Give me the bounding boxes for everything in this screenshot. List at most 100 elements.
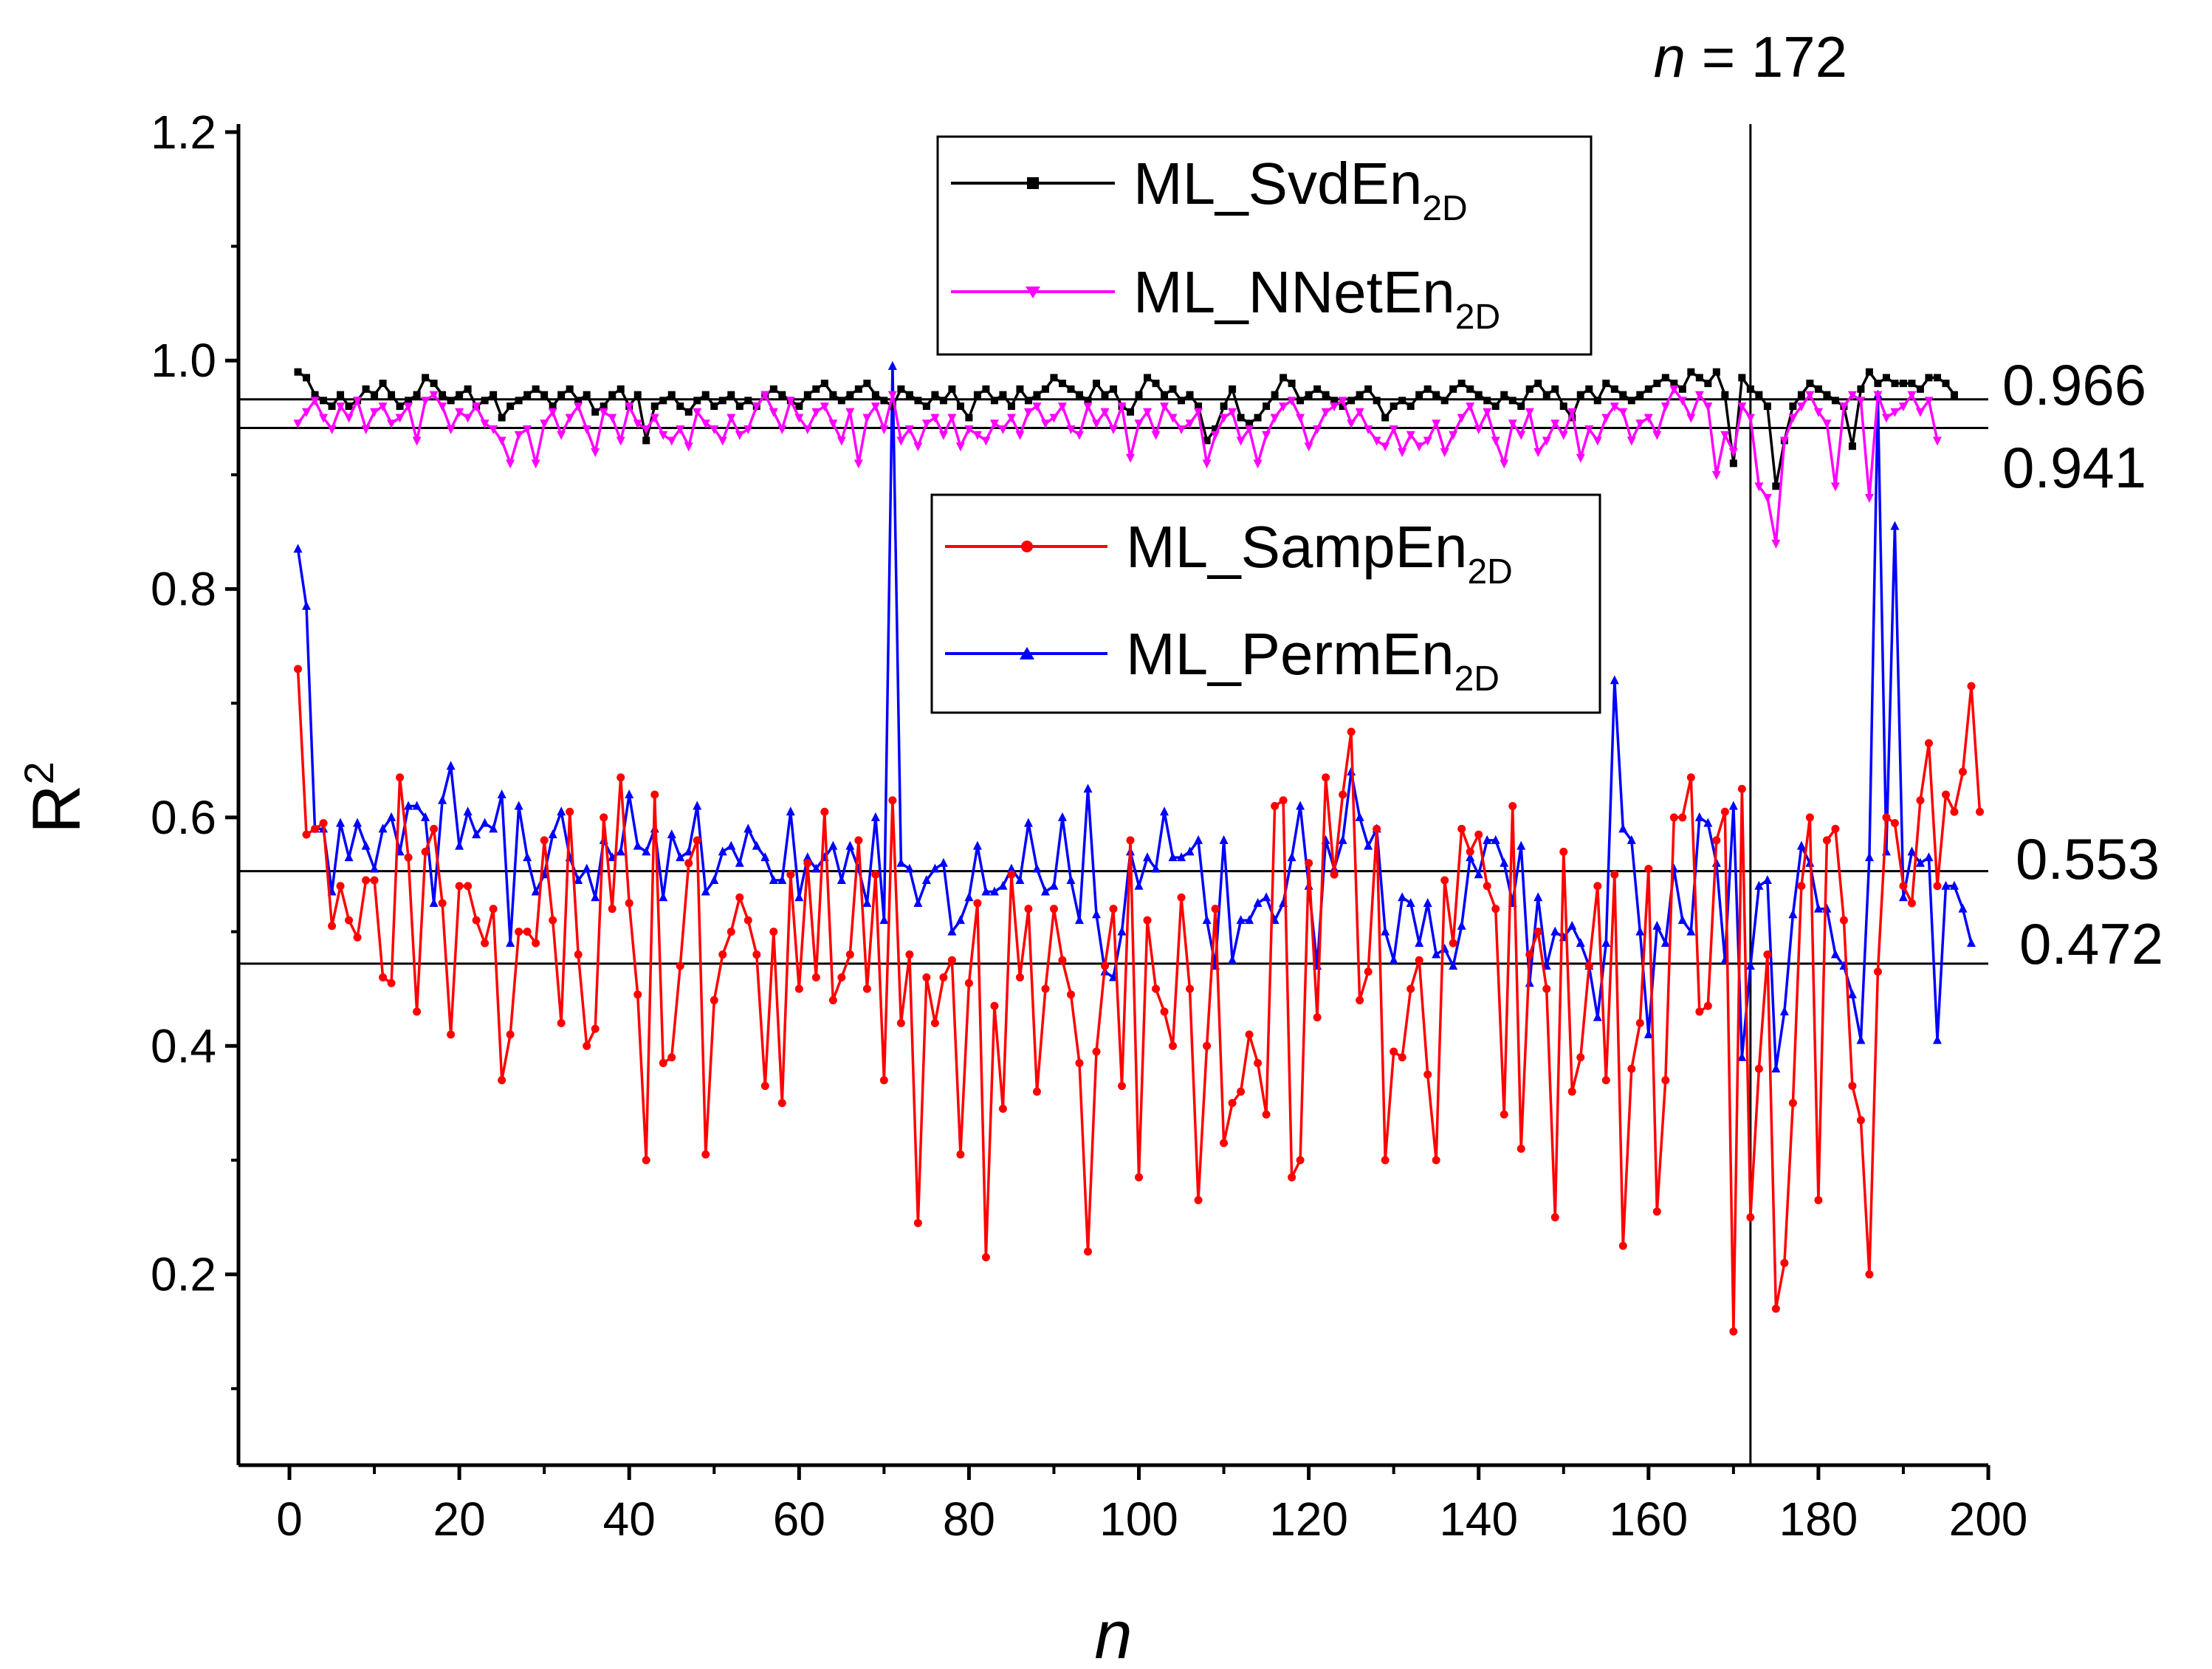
x-tick-label: 40: [603, 1492, 656, 1546]
data-point: [1916, 796, 1925, 805]
data-point: [1390, 1047, 1398, 1056]
data-point: [489, 823, 498, 833]
data-point: [1745, 961, 1755, 970]
data-point: [1924, 738, 1933, 747]
data-point: [1219, 414, 1229, 423]
data-point: [828, 840, 838, 850]
data-point: [1652, 1207, 1661, 1216]
data-point: [998, 1104, 1007, 1113]
data-point: [514, 431, 523, 440]
data-point: [1432, 949, 1441, 959]
data-point: [1074, 431, 1084, 440]
data-point: [1967, 682, 1976, 690]
data-point: [1712, 368, 1720, 376]
data-point: [718, 950, 727, 959]
data-point: [1703, 402, 1713, 412]
data-point: [820, 402, 829, 412]
data-point: [1270, 414, 1280, 423]
data-point: [1745, 414, 1755, 423]
data-point: [1738, 374, 1746, 382]
data-point: [837, 436, 846, 446]
data-point: [439, 391, 447, 399]
legend-entry-sampen[interactable]: ML_SampEn2D: [945, 514, 1513, 592]
data-point: [1814, 1196, 1823, 1204]
data-point: [1440, 448, 1449, 457]
data-point: [1432, 419, 1441, 429]
data-point: [710, 875, 719, 885]
data-point: [947, 414, 957, 423]
data-point: [574, 950, 583, 959]
data-point: [1423, 436, 1432, 446]
data-point: [956, 1150, 965, 1159]
data-point: [506, 402, 515, 411]
data-point: [1355, 812, 1364, 821]
data-point: [523, 852, 532, 862]
data-point: [1449, 961, 1458, 970]
data-point: [1033, 391, 1041, 399]
data-point: [582, 863, 591, 873]
data-point: [1618, 823, 1628, 833]
data-point: [1644, 865, 1653, 874]
data-point: [990, 1001, 999, 1010]
data-point: [1508, 397, 1517, 405]
data-point: [1015, 431, 1025, 440]
data-point: [880, 397, 888, 405]
data-point: [1677, 397, 1687, 406]
data-point: [820, 380, 828, 388]
data-point: [879, 1076, 888, 1085]
data-point: [955, 442, 965, 452]
y-tick-label: 0.8: [151, 563, 216, 616]
data-point: [1559, 402, 1567, 411]
data-point: [1161, 391, 1169, 399]
data-point: [1415, 391, 1423, 399]
data-point: [904, 863, 914, 873]
data-point: [1271, 801, 1280, 810]
data-point: [735, 893, 744, 902]
data-point: [472, 402, 481, 412]
x-tick-label: 160: [1609, 1492, 1688, 1546]
data-point: [1772, 482, 1780, 490]
data-point: [1007, 870, 1016, 879]
data-point: [1245, 1030, 1254, 1039]
data-point: [1296, 414, 1305, 423]
data-point: [1288, 1173, 1296, 1182]
legend-entry-nneten[interactable]: ML_NNetEn2D: [951, 259, 1500, 337]
data-point: [540, 391, 549, 399]
data-point: [1856, 1116, 1865, 1125]
data-point: [701, 1150, 710, 1159]
data-point: [1389, 425, 1398, 435]
data-point: [497, 789, 506, 798]
data-point: [1813, 408, 1823, 417]
data-point: [1728, 448, 1738, 457]
data-point: [1313, 425, 1322, 435]
data-point: [1245, 425, 1254, 435]
data-point: [1823, 391, 1831, 399]
data-point: [1228, 1099, 1237, 1108]
data-point: [1279, 402, 1288, 412]
x-tick-label: 140: [1439, 1492, 1518, 1546]
data-point: [642, 436, 650, 445]
data-point: [760, 391, 770, 400]
data-point: [642, 846, 651, 856]
y-tick-label: 0.2: [151, 1248, 216, 1301]
data-point: [676, 852, 685, 862]
vertical-marker-variable: n: [1654, 24, 1686, 89]
data-point: [896, 436, 906, 446]
data-point: [1322, 391, 1330, 399]
data-point: [1440, 876, 1449, 885]
data-point: [1567, 920, 1577, 930]
data-point: [1212, 425, 1220, 433]
data-point: [1406, 431, 1415, 440]
data-point: [1729, 1327, 1738, 1336]
data-point: [1024, 905, 1033, 914]
data-point: [1703, 1001, 1712, 1010]
data-point: [506, 459, 515, 469]
legend-entry-permen[interactable]: ML_PermEn2D: [945, 621, 1500, 699]
data-point: [1551, 385, 1559, 393]
data-point: [1694, 812, 1704, 821]
data-point: [1898, 402, 1908, 412]
legend-entry-svden[interactable]: ML_SvdEn2D: [951, 151, 1468, 228]
data-point: [1508, 801, 1517, 810]
data-point: [1746, 385, 1754, 393]
